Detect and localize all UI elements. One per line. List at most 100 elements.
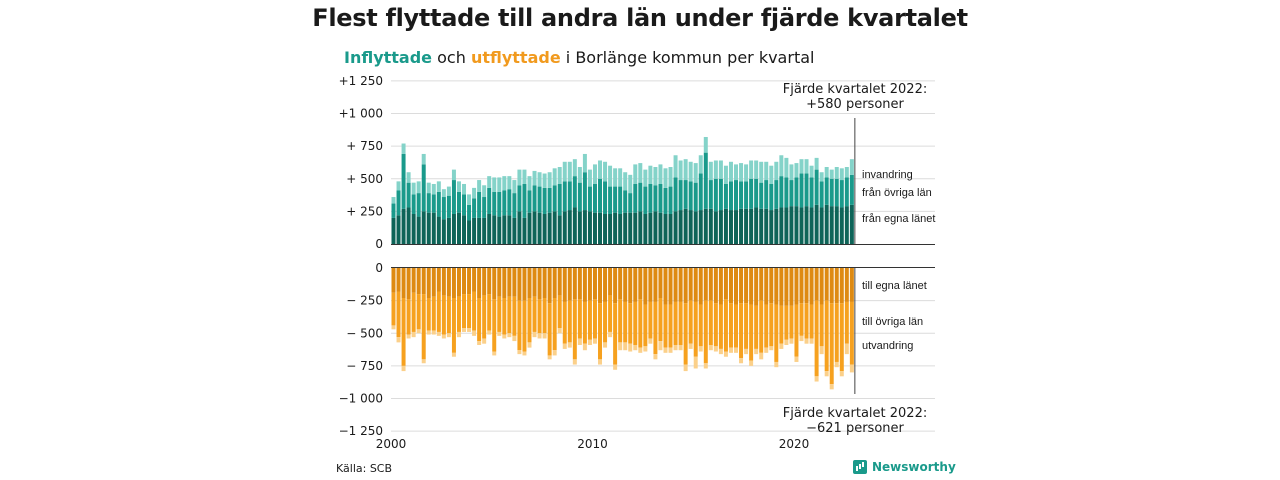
outflow-bar-utvandring: [396, 337, 401, 343]
outflow-bar-till-egna-länet: [779, 268, 784, 306]
outflow-bar-till-övriga-län: [562, 301, 567, 344]
outflow-bar-utvandring: [522, 351, 527, 356]
outflow-bar-till-egna-länet: [598, 268, 603, 304]
inflow-bar-från-egna-länet: [718, 210, 723, 244]
outflow-bar-utvandring: [598, 359, 603, 365]
inflow-bar-från-egna-länet: [819, 207, 824, 244]
inflow-bar-invandring: [426, 182, 431, 194]
inflow-bar-från-övriga-län: [703, 152, 708, 209]
inflow-bar-från-övriga-län: [764, 180, 769, 209]
inflow-bar-invandring: [784, 157, 789, 178]
inflow-bar-från-egna-länet: [467, 220, 472, 244]
inflow-bar-från-egna-länet: [416, 216, 421, 244]
inflow-bar-invandring: [441, 189, 446, 198]
outflow-bar-till-egna-länet: [542, 268, 547, 299]
inflow-bar-från-egna-länet: [522, 217, 527, 244]
outflow-bar-till-egna-länet: [557, 268, 562, 296]
outflow-bar-till-övriga-län: [718, 304, 723, 349]
inflow-bar-från-egna-länet: [789, 206, 794, 244]
inflow-bar-från-egna-länet: [411, 213, 416, 244]
outflow-bar-utvandring: [497, 331, 502, 336]
outflow-bar-till-övriga-län: [764, 304, 769, 348]
inflow-bar-invandring: [708, 161, 713, 181]
inflow-bar-från-övriga-län: [718, 178, 723, 211]
outflow-bar-till-egna-länet: [849, 268, 854, 302]
inflow-bar-från-övriga-län: [653, 185, 658, 212]
outflow-series-label: utvandring: [862, 340, 913, 352]
outflow-bar-utvandring: [613, 364, 618, 370]
inflow-bar-från-egna-länet: [723, 208, 728, 244]
inflow-bar-från-övriga-län: [577, 182, 582, 212]
inflow-bar-från-egna-länet: [834, 206, 839, 244]
inflow-bar-från-egna-länet: [391, 217, 396, 244]
x-tick-label: 2010: [577, 437, 608, 451]
outflow-bar-utvandring: [728, 347, 733, 353]
outflow-bar-till-övriga-län: [603, 301, 608, 343]
source-note: Källa: SCB: [336, 462, 393, 475]
outflow-bar-utvandring: [401, 365, 406, 372]
outflow-bar-till-övriga-län: [507, 296, 512, 334]
inflow-bar-invandring: [421, 153, 426, 165]
inflow-bar-från-övriga-län: [441, 197, 446, 220]
inflow-tick-label: +1 250: [339, 74, 383, 88]
outflow-bar-till-egna-länet: [744, 268, 749, 304]
inflow-bar-invandring: [809, 165, 814, 178]
outflow-bar-utvandring: [577, 338, 582, 345]
inflow-bar-från-egna-länet: [638, 211, 643, 244]
inflow-bar-från-övriga-län: [512, 193, 517, 218]
inflow-bar-invandring: [829, 169, 834, 179]
inflow-bar-från-övriga-län: [587, 186, 592, 212]
inflow-bar-från-egna-länet: [633, 212, 638, 244]
inflow-bar-från-övriga-län: [683, 180, 688, 209]
inflow-bar-invandring: [532, 170, 537, 186]
outflow-bar-utvandring: [603, 342, 608, 348]
inflow-bar-från-egna-länet: [577, 211, 582, 244]
inflow-bar-från-egna-länet: [562, 211, 567, 244]
outflow-bar-till-övriga-län: [472, 291, 477, 331]
inflow-bar-från-övriga-län: [698, 173, 703, 211]
inflow-bar-från-egna-länet: [683, 208, 688, 244]
inflow-bar-från-övriga-län: [492, 191, 497, 216]
outflow-bar-till-egna-länet: [467, 268, 472, 295]
outflow-bar-till-övriga-län: [567, 300, 572, 343]
outflow-bar-utvandring: [663, 347, 668, 353]
outflow-bar-utvandring: [446, 333, 451, 338]
inflow-bar-från-egna-länet: [804, 206, 809, 244]
outflow-bar-till-övriga-län: [804, 303, 809, 339]
inflow-bar-från-egna-länet: [744, 208, 749, 244]
inflow-bar-från-övriga-län: [436, 191, 441, 217]
outflow-bar-till-övriga-län: [391, 292, 396, 326]
outflow-bar-till-övriga-län: [834, 303, 839, 362]
outflow-bar-till-egna-länet: [426, 268, 431, 299]
outflow-bar-till-egna-länet: [673, 268, 678, 302]
inflow-bar-invandring: [668, 167, 673, 187]
outflow-bar-till-övriga-län: [552, 298, 557, 351]
inflow-bar-från-övriga-län: [613, 186, 618, 213]
inflow-tick-label: 0: [375, 237, 383, 251]
inflow-bar-invandring: [467, 194, 472, 205]
inflow-bar-invandring: [416, 181, 421, 194]
outflow-bar-till-egna-länet: [728, 268, 733, 304]
inflow-bar-från-egna-länet: [628, 212, 633, 244]
outflow-bar-till-egna-länet: [532, 268, 537, 297]
inflow-bar-invandring: [794, 163, 799, 178]
outflow-bar-till-övriga-län: [633, 301, 638, 345]
inflow-bar-från-egna-länet: [401, 208, 406, 244]
inflow-bar-invandring: [774, 161, 779, 181]
outflow-bar-utvandring: [799, 335, 804, 342]
outflow-bar-utvandring: [794, 356, 799, 362]
outflow-bar-till-egna-länet: [421, 268, 426, 295]
inflow-bar-från-egna-länet: [582, 210, 587, 244]
outflow-bar-utvandring: [587, 339, 592, 345]
outflow-bar-till-övriga-län: [456, 296, 461, 332]
inflow-bar-från-egna-länet: [592, 212, 597, 244]
inflow-bar-från-övriga-län: [462, 194, 467, 216]
outflow-bar-till-övriga-län: [517, 300, 522, 351]
outflow-bar-utvandring: [703, 363, 708, 369]
inflow-bar-från-egna-länet: [703, 208, 708, 244]
outflow-bar-utvandring: [744, 348, 749, 355]
inflow-bar-invandring: [754, 160, 759, 179]
outflow-bar-utvandring: [683, 364, 688, 372]
inflow-bar-invandring: [739, 163, 744, 182]
inflow-bar-från-övriga-län: [849, 174, 854, 205]
